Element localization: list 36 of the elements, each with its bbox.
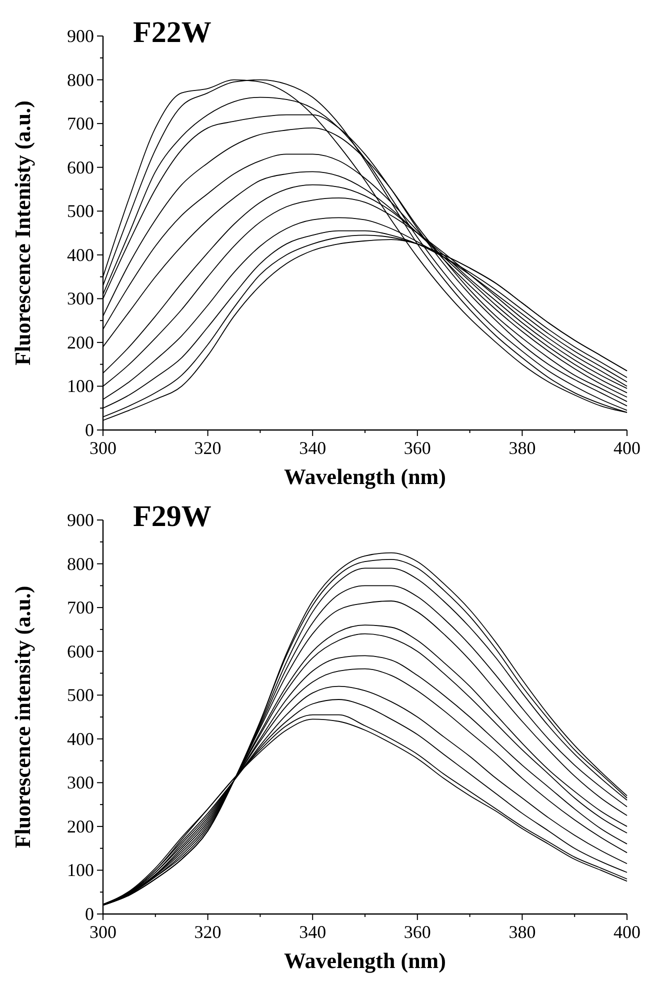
y-tick-label: 100 [67, 860, 94, 880]
y-axis-title: Fluorescence Intenisty (a.u.) [10, 100, 35, 366]
y-tick-label: 900 [67, 26, 94, 46]
y-tick-label: 100 [67, 376, 94, 396]
x-tick-label: 320 [194, 438, 222, 458]
y-axis-title: Fluorescence intensity (a.u.) [10, 586, 35, 848]
chart-title: F22W [133, 16, 212, 49]
y-tick-label: 0 [85, 904, 94, 924]
y-tick-label: 0 [85, 420, 94, 440]
x-tick-label: 400 [614, 922, 640, 942]
y-tick-label: 900 [67, 510, 94, 530]
y-tick-label: 300 [67, 288, 94, 309]
y-tick-label: 200 [67, 816, 94, 836]
x-tick-label: 380 [508, 438, 536, 458]
y-tick-label: 600 [67, 157, 94, 178]
y-tick-label: 200 [67, 332, 94, 352]
y-tick-label: 700 [67, 114, 94, 134]
x-tick-label: 340 [299, 438, 326, 458]
x-tick-label: 360 [404, 438, 431, 458]
y-tick-label: 400 [67, 728, 94, 749]
y-tick-label: 400 [67, 244, 94, 265]
x-tick-label: 360 [404, 922, 431, 942]
y-tick-label: 800 [67, 554, 94, 574]
y-tick-label: 600 [67, 641, 94, 662]
x-tick-label: 320 [194, 922, 222, 942]
x-tick-label: 380 [508, 922, 536, 942]
x-tick-label: 400 [614, 438, 640, 458]
y-tick-label: 300 [67, 772, 94, 793]
y-tick-label: 700 [67, 598, 94, 618]
x-axis-title: Wavelength (nm) [284, 948, 446, 973]
y-tick-label: 500 [67, 201, 94, 222]
x-tick-label: 340 [299, 922, 326, 942]
chart-title: F29W [133, 500, 212, 533]
y-tick-label: 500 [67, 685, 94, 706]
y-tick-label: 800 [67, 70, 94, 90]
x-axis-title: Wavelength (nm) [284, 464, 446, 489]
